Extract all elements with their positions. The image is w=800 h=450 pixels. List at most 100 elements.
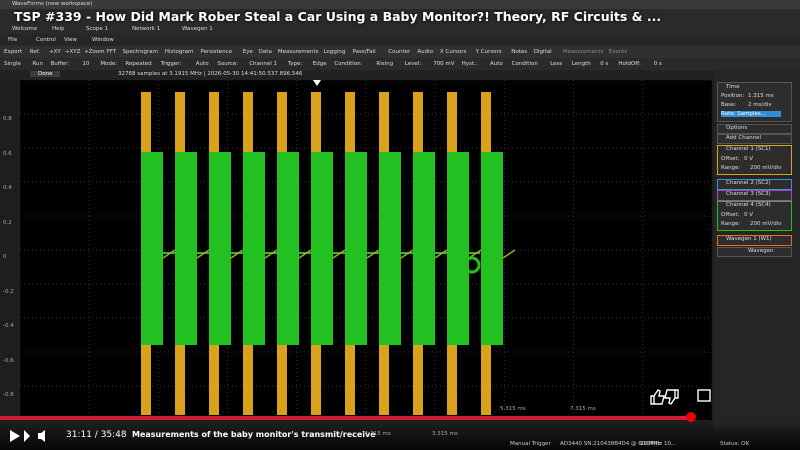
play-icons[interactable] (8, 428, 48, 444)
y-tick-label: -0.8 (3, 392, 14, 398)
control[interactable]: Single (4, 61, 21, 67)
scrubber[interactable] (686, 412, 696, 422)
tab[interactable]: Help (52, 26, 65, 32)
menu-item[interactable]: Window (92, 37, 114, 43)
toolbar-item[interactable]: Y Cursors (475, 49, 502, 55)
control[interactable]: Auto (195, 61, 209, 67)
toolbar-item[interactable]: FFT (106, 49, 117, 55)
channel-name[interactable]: Channel 2 (SC2) (726, 180, 771, 186)
toolbar-item[interactable]: Spectrogram (122, 49, 159, 55)
toolbar-item[interactable]: Measurements (277, 49, 319, 55)
toolbar-item[interactable]: X Cursors (439, 49, 467, 55)
control[interactable]: Auto (490, 61, 503, 67)
channel-name[interactable]: Channel 3 (SC3) (726, 191, 771, 197)
channel-name[interactable]: Channel 4 (SC4) (726, 202, 771, 208)
toolbar-item[interactable]: +XY (49, 49, 61, 55)
ramp (264, 249, 278, 259)
menu-item[interactable]: File (8, 37, 18, 43)
control[interactable]: Edge (312, 61, 327, 67)
pulse-green (387, 152, 401, 345)
toolbar-item[interactable]: Events (608, 49, 628, 55)
control[interactable]: 0 s (600, 61, 609, 67)
ramp (162, 249, 176, 259)
x-tick-label: 7.315 ms (570, 406, 596, 412)
control[interactable]: Length (571, 61, 591, 67)
video-title: TSP #339 - How Did Mark Rober Steal a Ca… (14, 9, 662, 24)
y-tick-label: -0.2 (3, 288, 14, 295)
control[interactable]: Repeated (125, 61, 152, 67)
control[interactable]: Type: (287, 61, 303, 67)
status-info: 32768 samples at 3.1915 MHz | 2026-05-30… (118, 71, 303, 77)
tab[interactable]: Wavegen 1 (182, 26, 213, 32)
toolbar-item[interactable]: Logging (323, 49, 346, 55)
tab[interactable]: Welcome (12, 26, 38, 32)
toolbar-item[interactable]: Measurements (562, 49, 604, 55)
toolbar-item[interactable]: Histogram (164, 49, 194, 55)
pulse-green (345, 152, 355, 345)
control[interactable]: HoldOff: (618, 61, 641, 67)
control[interactable]: 0 s (653, 61, 662, 67)
value[interactable]: 200 mV/div (750, 221, 782, 227)
toolbar-item[interactable]: Audio (417, 49, 434, 55)
control[interactable]: Run (32, 61, 43, 67)
window-title: WaveForms (new workspace) (12, 1, 93, 7)
menu-item[interactable]: View (64, 37, 78, 43)
toolbar-item[interactable]: +XYZ (64, 49, 81, 55)
toolbar-item[interactable]: Digital (533, 49, 552, 55)
button[interactable]: Options (726, 125, 748, 131)
control[interactable]: Condition: (334, 61, 363, 67)
value[interactable]: 200 mV/div (750, 165, 782, 171)
pulse-green (285, 152, 299, 345)
toolbar-item[interactable]: Persistence (200, 49, 232, 55)
control[interactable]: Mode: (100, 61, 118, 67)
button[interactable]: Add Channel (726, 135, 761, 141)
value[interactable]: 2 ms/div (748, 102, 772, 108)
control[interactable]: 700 mV (433, 61, 455, 67)
control[interactable]: Hyst.: (461, 61, 478, 67)
panel-box: Channel 1 (SC1) Offset: 0 V Range: 200 mV/di… (717, 145, 792, 175)
video-actions[interactable] (648, 388, 718, 406)
panel-heading[interactable]: Time (726, 84, 740, 90)
controls-bar: Single Run Buffer: 10 Mode: Repeated Trigger: A… (0, 58, 800, 70)
control[interactable]: Level: (404, 61, 422, 67)
toolbar-item[interactable]: Pass/Fail (352, 49, 376, 55)
value[interactable]: 0 V (744, 156, 754, 162)
toolbar-item[interactable]: Notes (511, 49, 528, 55)
ramp (366, 249, 380, 259)
panel-box: Add Channel (717, 134, 792, 144)
button[interactable]: Rate: Samples... (721, 111, 781, 117)
y-tick-label: -0.4 (3, 323, 14, 329)
tab[interactable]: Scope 1 (86, 26, 109, 32)
pulse-green (149, 152, 163, 345)
control[interactable]: 10 (82, 61, 90, 67)
value[interactable]: 0 V (744, 212, 754, 218)
menu-item[interactable]: Control (36, 37, 56, 43)
toolbar-item[interactable]: Counter (388, 49, 411, 55)
control[interactable]: Trigger: (160, 61, 182, 67)
control[interactable]: Channel 1 (249, 61, 278, 67)
panel-box: Wavegen (717, 247, 792, 257)
toolbar-item[interactable]: Eye (242, 49, 253, 55)
tab[interactable]: Network 1 (132, 26, 161, 32)
toolbar-item[interactable]: Export (4, 49, 23, 55)
control[interactable]: Less (550, 61, 563, 67)
control[interactable]: Condition (511, 61, 538, 67)
channel-name[interactable]: Wavegen 1 (W1) (726, 236, 772, 242)
control[interactable]: Rising (376, 61, 394, 67)
control[interactable]: Source: (217, 61, 239, 67)
progress-bar[interactable] (0, 416, 690, 420)
toolbar-item[interactable]: Data (258, 49, 272, 55)
button[interactable]: Wavegen (748, 248, 774, 254)
y-tick-label: 0.6 (3, 150, 12, 157)
chapter[interactable]: Measurements of the baby monitor's trans… (132, 430, 376, 439)
label: Base: (721, 102, 737, 108)
channel-name[interactable]: Channel 1 (SC1) (726, 146, 771, 152)
control[interactable]: Buffer: (50, 61, 70, 67)
toolbar-item[interactable]: Ref. (29, 49, 41, 55)
value[interactable]: 1.315 ms (748, 93, 774, 99)
toolbar-item[interactable]: +Zoom (84, 49, 105, 55)
label: Position: (721, 93, 745, 99)
pulse-green (455, 152, 469, 345)
status-item: 100MHz 10... (640, 441, 677, 447)
